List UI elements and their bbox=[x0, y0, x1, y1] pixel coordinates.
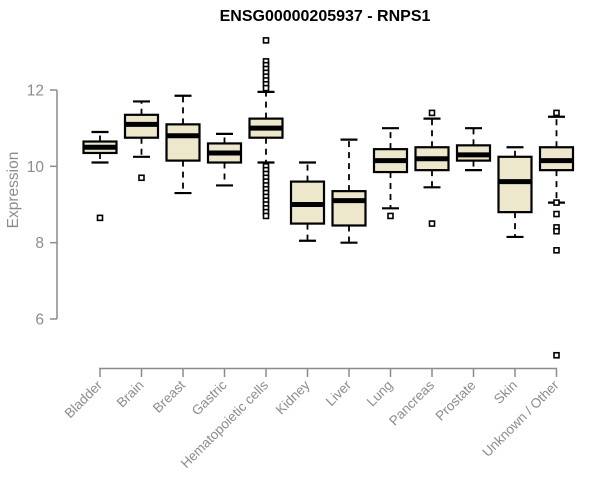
boxplot-box-prostate bbox=[455, 127, 492, 172]
boxplot-box-skin bbox=[497, 146, 533, 239]
boxplot-box-unknown-other bbox=[538, 109, 575, 359]
outlier-point bbox=[553, 351, 560, 359]
outlier-point bbox=[428, 220, 436, 227]
y-tick-label: 8 bbox=[35, 235, 44, 252]
boxplot-box-kidney bbox=[289, 161, 326, 242]
x-tick-label: Skin bbox=[491, 378, 520, 407]
boxplot-box-pancreas bbox=[414, 109, 450, 227]
iqr-box bbox=[165, 123, 201, 162]
outlier-point bbox=[553, 227, 560, 235]
boxplot-box-hematopoietic-cells bbox=[248, 37, 284, 220]
y-axis: 6 8 10 12 bbox=[27, 83, 58, 329]
y-axis-label: Expression bbox=[5, 151, 22, 229]
y-tick-label: 12 bbox=[27, 83, 44, 100]
x-tick-label: Liver bbox=[323, 377, 355, 409]
y-tick-label: 6 bbox=[35, 312, 44, 329]
outlier-point bbox=[553, 109, 560, 117]
outlier-point bbox=[262, 84, 270, 92]
outlier-point bbox=[553, 247, 560, 254]
boxplot-box-bladder bbox=[82, 130, 118, 222]
boxplot-box-brain bbox=[123, 100, 160, 182]
outlier-point bbox=[96, 214, 104, 222]
outlier-point bbox=[262, 37, 270, 44]
x-tick-label: Lung bbox=[364, 378, 396, 410]
boxplot-box-lung bbox=[372, 127, 409, 220]
outlier-point bbox=[553, 199, 560, 206]
iqr-box bbox=[331, 190, 367, 227]
outlier-point bbox=[428, 109, 436, 117]
x-tick-label: Unknown / Other bbox=[479, 377, 562, 460]
x-tick-label: Pancreas bbox=[386, 377, 437, 428]
x-tick-label: Prostate bbox=[432, 378, 478, 424]
outlier-point bbox=[553, 210, 560, 218]
chart-title: ENSG00000205937 - RNPS1 bbox=[219, 8, 431, 25]
iqr-box bbox=[497, 155, 533, 214]
x-tick-label: Brain bbox=[114, 378, 147, 411]
boxplot-box-liver bbox=[331, 138, 367, 244]
x-tick-label: Bladder bbox=[62, 377, 106, 421]
boxplot-box-breast bbox=[165, 94, 201, 195]
boxplot-box-gastric bbox=[206, 132, 243, 187]
outlier-point bbox=[138, 174, 145, 182]
x-tick-label: Gastric bbox=[189, 377, 230, 418]
x-tick-label: Breast bbox=[150, 377, 188, 415]
outlier-point bbox=[387, 212, 394, 220]
x-tick-label: Kidney bbox=[273, 377, 313, 417]
y-tick-label: 10 bbox=[27, 159, 45, 176]
outlier-point bbox=[262, 212, 270, 220]
